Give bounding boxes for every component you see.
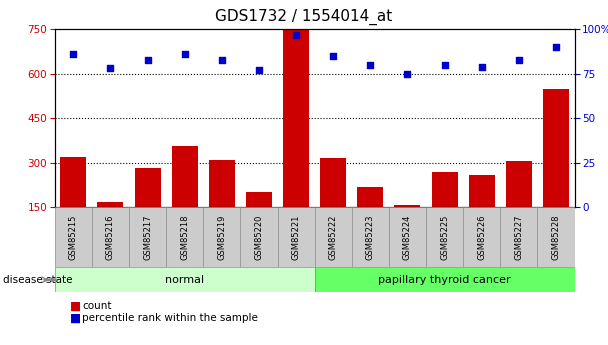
Text: GSM85228: GSM85228 [551, 215, 561, 260]
Point [328, 53, 338, 59]
Point [551, 44, 561, 50]
Bar [60, 157, 86, 252]
Text: GSM85215: GSM85215 [69, 215, 78, 260]
Text: GSM85223: GSM85223 [366, 215, 375, 260]
Bar [209, 160, 235, 252]
Bar [358, 187, 383, 252]
Text: GSM85217: GSM85217 [143, 215, 152, 260]
Text: papillary thyroid cancer: papillary thyroid cancer [378, 275, 511, 285]
Text: count: count [82, 301, 112, 311]
Text: ■: ■ [70, 299, 81, 313]
Bar [506, 161, 532, 252]
Point [106, 66, 116, 71]
Point [143, 57, 153, 62]
Bar [97, 202, 123, 252]
Point [477, 64, 486, 69]
Text: GSM85220: GSM85220 [254, 215, 263, 260]
Point [440, 62, 449, 68]
Bar [283, 30, 309, 252]
Point [365, 62, 375, 68]
Point [514, 57, 523, 62]
Text: GSM85221: GSM85221 [292, 215, 300, 260]
Text: GSM85216: GSM85216 [106, 215, 115, 260]
Bar [134, 168, 161, 252]
Point [291, 32, 301, 37]
Bar [320, 158, 346, 252]
Bar [55, 267, 315, 292]
Point [180, 51, 190, 57]
Bar [432, 172, 458, 252]
Text: disease state: disease state [3, 275, 72, 285]
Text: GSM85225: GSM85225 [440, 215, 449, 260]
Bar [395, 205, 421, 252]
Text: GSM85219: GSM85219 [217, 215, 226, 260]
Bar [315, 267, 575, 292]
Text: GSM85222: GSM85222 [329, 215, 337, 260]
Bar [171, 146, 198, 252]
Text: ■: ■ [70, 312, 81, 325]
Point [69, 51, 78, 57]
Text: percentile rank within the sample: percentile rank within the sample [82, 313, 258, 323]
Point [217, 57, 227, 62]
Bar [469, 175, 495, 252]
Point [402, 71, 412, 77]
Point [254, 67, 264, 73]
Text: GSM85218: GSM85218 [180, 215, 189, 260]
Text: GSM85224: GSM85224 [403, 215, 412, 260]
Text: GDS1732 / 1554014_at: GDS1732 / 1554014_at [215, 9, 393, 25]
Bar [246, 192, 272, 252]
Text: GSM85226: GSM85226 [477, 215, 486, 260]
Bar [543, 89, 569, 252]
Text: normal: normal [165, 275, 204, 285]
Text: GSM85227: GSM85227 [514, 215, 523, 260]
